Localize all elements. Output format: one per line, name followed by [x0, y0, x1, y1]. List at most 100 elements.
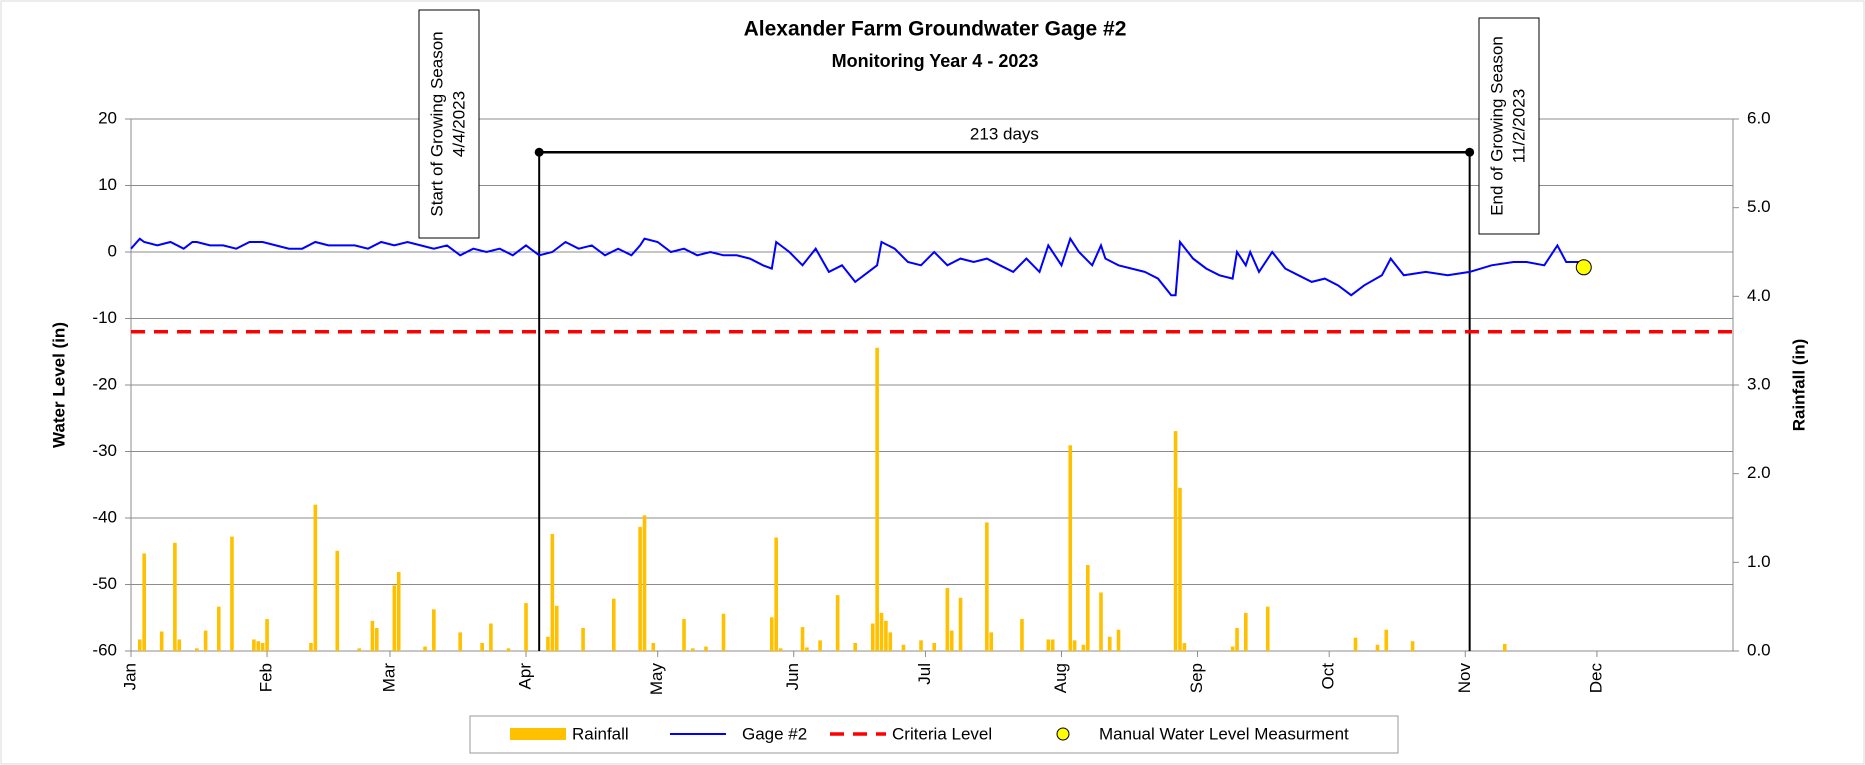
rain-bar — [778, 648, 783, 651]
y-tick-label: -40 — [92, 507, 117, 526]
rain-bar — [216, 606, 221, 651]
manual-point — [1575, 259, 1592, 276]
rain-bar — [1020, 619, 1024, 651]
rain-bar — [1086, 564, 1090, 651]
rain-bar — [195, 648, 199, 651]
rain-bar — [137, 639, 142, 651]
annotation-text: 4/4/2023 — [449, 91, 468, 157]
x-tick-label: Jul — [915, 663, 934, 685]
rain-bar — [1116, 629, 1121, 651]
rain-bar — [1265, 606, 1270, 651]
chart-title: Alexander Farm Groundwater Gage #2 — [744, 18, 1127, 41]
rain-bar — [642, 515, 647, 651]
legend-label: Gage #2 — [742, 724, 807, 743]
rain-bar — [879, 612, 884, 651]
rain-bar — [1502, 643, 1507, 651]
y-tick-label: 10 — [98, 175, 117, 194]
rain-bar — [335, 550, 340, 651]
rain-bar — [1107, 636, 1112, 651]
rain-bar — [945, 588, 950, 651]
span-end — [534, 147, 544, 157]
rain-bar — [800, 627, 805, 651]
rain-bar — [392, 585, 397, 651]
chart-subtitle: Monitoring Year 4 - 2023 — [832, 51, 1039, 71]
y2-tick-label: 1.0 — [1747, 552, 1771, 571]
rain-bar — [1046, 639, 1051, 651]
rain-bar — [853, 643, 857, 651]
rain-bar — [581, 627, 585, 651]
x-tick-label: Oct — [1319, 663, 1338, 690]
rain-bar — [884, 620, 888, 651]
y-tick-label: -10 — [92, 308, 117, 327]
span-label: 213 days — [970, 125, 1039, 144]
rain-bar — [313, 504, 318, 651]
annotation-text: 11/2/2023 — [1509, 89, 1528, 163]
rain-bar — [256, 641, 261, 651]
rain-bar — [550, 533, 555, 651]
rain-bar — [1410, 641, 1415, 651]
annotation-box — [418, 9, 480, 239]
rain-bar — [1050, 639, 1055, 651]
y-tick-label: -60 — [92, 640, 117, 659]
rain-bar — [265, 619, 269, 651]
rain-bar — [423, 646, 427, 651]
annotation-box — [1478, 17, 1540, 235]
y2-tick-label: 4.0 — [1747, 286, 1771, 305]
rain-bar — [546, 636, 550, 651]
rain-bar — [489, 623, 493, 651]
y-tick-label: 20 — [98, 108, 117, 127]
rain-bar — [1099, 592, 1103, 651]
rain-bar — [396, 572, 401, 651]
legend-swatch — [510, 728, 566, 740]
y2-tick-label: 5.0 — [1747, 197, 1771, 216]
gage-line — [130, 236, 1580, 297]
annotation-text: Start of Growing Season — [427, 31, 446, 216]
span-end — [1465, 147, 1475, 157]
rain-bar — [1068, 445, 1073, 651]
rain-bar — [309, 643, 313, 651]
y-tick-label: -20 — [92, 374, 117, 393]
rain-bar — [985, 522, 989, 651]
legend-label: Criteria Level — [892, 724, 992, 743]
rain-bar — [524, 603, 528, 651]
rain-bar — [690, 648, 695, 651]
y2-axis-label: Rainfall (in) — [1789, 339, 1808, 432]
rain-bar — [554, 605, 559, 651]
rain-bar — [432, 609, 436, 651]
rain-bar — [958, 597, 963, 651]
rain-bar — [932, 643, 936, 651]
rain-bar — [901, 644, 906, 651]
rain-bar — [1230, 646, 1235, 651]
y-tick-label: -30 — [92, 441, 117, 460]
rain-bar — [651, 643, 656, 651]
rain-bar — [1384, 629, 1389, 651]
rain-bar — [1244, 612, 1248, 651]
rain-bar — [989, 632, 994, 651]
rain-bar — [370, 620, 375, 651]
legend-swatch — [1056, 727, 1070, 741]
legend-label: Rainfall — [572, 724, 629, 743]
x-tick-label: Apr — [515, 663, 534, 690]
rain-bar — [1173, 431, 1178, 651]
rain-bar — [1353, 637, 1358, 651]
x-tick-label: Sep — [1187, 663, 1206, 693]
y-axis-label: Water Level (in) — [49, 322, 68, 448]
x-tick-label: Dec — [1586, 663, 1605, 694]
rain-bar — [818, 640, 822, 651]
y-tick-label: -50 — [92, 574, 117, 593]
rain-bar — [506, 648, 511, 651]
x-tick-label: May — [647, 663, 666, 696]
rain-bar — [374, 627, 379, 651]
rain-bar — [480, 643, 484, 651]
rain-bar — [805, 647, 809, 651]
rain-bar — [260, 643, 265, 651]
rain-bar — [1178, 487, 1182, 651]
annotation-text: End of Growing Season — [1487, 36, 1506, 216]
rain-bar — [611, 598, 616, 651]
rain-bar — [357, 648, 362, 651]
rain-bar — [1182, 643, 1187, 651]
rain-bar — [638, 526, 642, 651]
legend-label: Manual Water Level Measurment — [1099, 724, 1349, 743]
